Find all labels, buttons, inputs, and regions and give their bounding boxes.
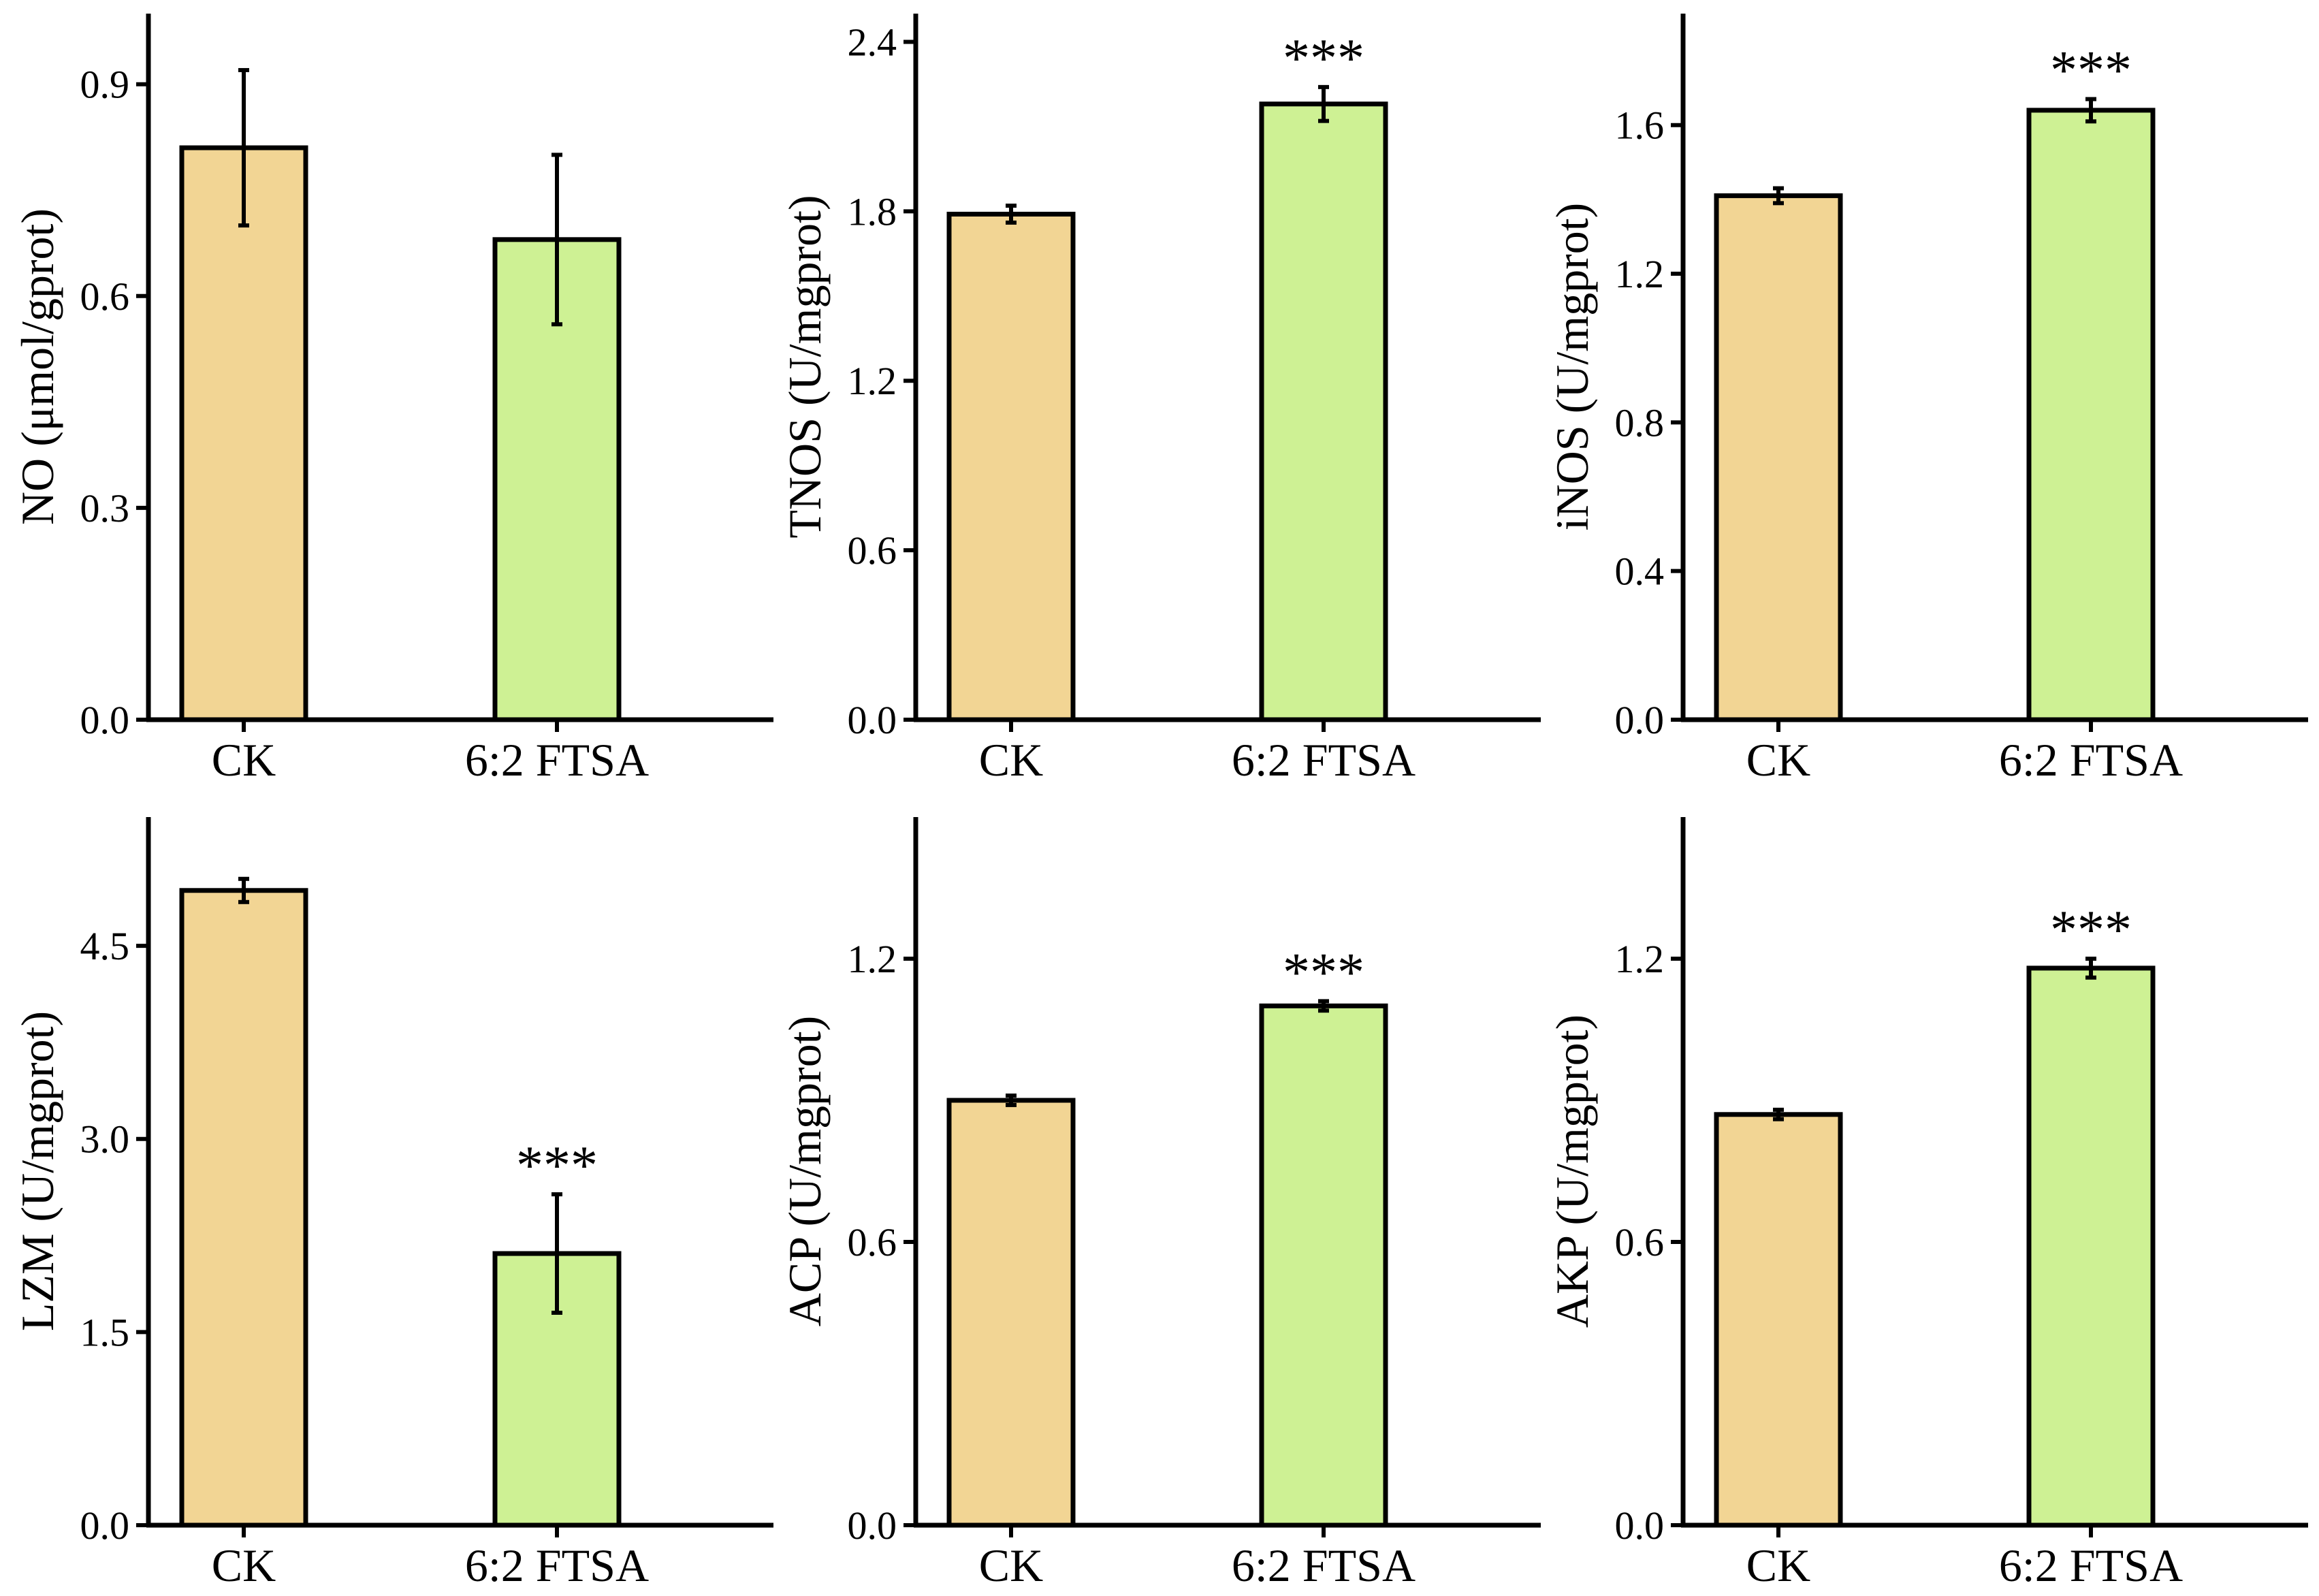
y-tick-label: 0.8: [1615, 400, 1665, 445]
bar-ftsa: [2026, 108, 2156, 722]
y-axis-title: AKP (U/mgprot): [1546, 1015, 1598, 1328]
y-tick-label: 1.6: [1615, 103, 1665, 148]
y-tick-label: 1.8: [848, 189, 897, 234]
y-tick-label: 0.0: [80, 1503, 130, 1548]
error-bar: [1006, 204, 1017, 225]
error-bar: [1773, 1107, 1784, 1121]
chart-panel-2: *** 0.0 0.6 1.2 1.8 2.4 CK 6:2 FTSA TNOS (U/mgpr…: [779, 14, 1541, 786]
y-tick-label: 2.4: [848, 20, 897, 64]
significance-marker: ***: [2050, 900, 2132, 960]
error-bar: [2085, 957, 2096, 980]
y-axis-title: iNOS (U/mgprot): [1546, 203, 1598, 531]
significance-marker: ***: [1283, 942, 1364, 1002]
error-bar: [1318, 999, 1329, 1013]
bar-ck: [179, 145, 308, 722]
y-tick-label: 4.5: [80, 924, 130, 968]
y-tick-label: 1.2: [848, 359, 897, 403]
y-axis-title: TNOS (U/mgprot): [779, 195, 831, 538]
x-tick-label: CK: [212, 1539, 276, 1591]
y-tick-label: 1.2: [848, 937, 897, 981]
error-bar: [551, 1192, 562, 1315]
x-tick-label: 6:2 FTSA: [1232, 734, 1416, 786]
error-bar: [1773, 186, 1784, 206]
y-tick-label: 1.2: [1615, 252, 1665, 296]
chart-panel-4: *** 0.0 1.5 3.0 4.5 CK 6:2 FTSA LZM (U/mgprot): [12, 817, 773, 1591]
error-bar: [1318, 84, 1329, 123]
y-tick-label: 0.9: [80, 63, 130, 107]
x-tick-label: 6:2 FTSA: [1999, 734, 2183, 786]
error-bar: [2085, 97, 2096, 124]
y-tick-label: 0.6: [1615, 1220, 1665, 1264]
y-tick-label: 0.6: [80, 274, 130, 319]
chart-panel-5: *** 0.0 0.6 1.2 CK 6:2 FTSA ACP (U/mgprot): [779, 817, 1541, 1591]
y-tick-label: 0.6: [848, 528, 897, 573]
x-tick-label: 6:2 FTSA: [1232, 1539, 1416, 1591]
bar-ftsa: [2026, 965, 2156, 1528]
y-tick-label: 0.0: [848, 1503, 897, 1548]
bar-ck: [1714, 1112, 1843, 1528]
significance-marker: ***: [1283, 29, 1364, 89]
y-tick-label: 0.6: [848, 1220, 897, 1264]
chart-panel-1: 0.0 0.3 0.6 0.9 CK 6:2 FTSA NO (μmol/gprot): [12, 14, 773, 786]
y-tick-label: 1.2: [1615, 937, 1665, 981]
bar-ftsa: [1259, 1003, 1388, 1528]
x-tick-label: 6:2 FTSA: [1999, 1539, 2183, 1591]
x-tick-label: CK: [1746, 734, 1810, 786]
y-tick-label: 0.0: [1615, 1503, 1665, 1548]
x-tick-label: CK: [979, 734, 1043, 786]
y-tick-label: 3.0: [80, 1117, 130, 1162]
y-tick-label: 0.3: [80, 486, 130, 530]
y-tick-label: 1.5: [80, 1310, 130, 1354]
x-tick-label: CK: [212, 734, 276, 786]
error-bar: [1006, 1094, 1017, 1107]
x-tick-label: 6:2 FTSA: [465, 1539, 649, 1591]
significance-marker: ***: [516, 1136, 598, 1196]
bar-ck: [946, 212, 1076, 722]
error-bar: [551, 153, 562, 327]
x-tick-label: CK: [979, 1539, 1043, 1591]
y-axis-title: NO (μmol/gprot): [12, 208, 63, 525]
y-axis-title: LZM (U/mgprot): [12, 1011, 63, 1331]
significance-marker: ***: [2050, 41, 2132, 101]
bar-ck: [1714, 193, 1843, 722]
chart-panel-6: *** 0.0 0.6 1.2 CK 6:2 FTSA AKP (U/mgprot): [1546, 817, 2308, 1591]
bar-ftsa: [1259, 101, 1388, 722]
y-axis-title: ACP (U/mgprot): [779, 1016, 831, 1326]
y-tick-label: 0.0: [848, 698, 897, 742]
chart-panel-3: *** 0.0 0.4 0.8 1.2 1.6 CK 6:2 FTSA iNOS (U/mgpr…: [1546, 14, 2308, 786]
y-tick-label: 0.0: [80, 698, 130, 742]
bar-ck: [179, 888, 308, 1528]
y-tick-label: 0.4: [1615, 549, 1665, 594]
y-tick-label: 0.0: [1615, 698, 1665, 742]
error-bar: [238, 876, 249, 904]
x-tick-label: 6:2 FTSA: [465, 734, 649, 786]
x-tick-label: CK: [1746, 1539, 1810, 1591]
error-bar: [238, 67, 249, 228]
bar-ck: [946, 1098, 1076, 1528]
